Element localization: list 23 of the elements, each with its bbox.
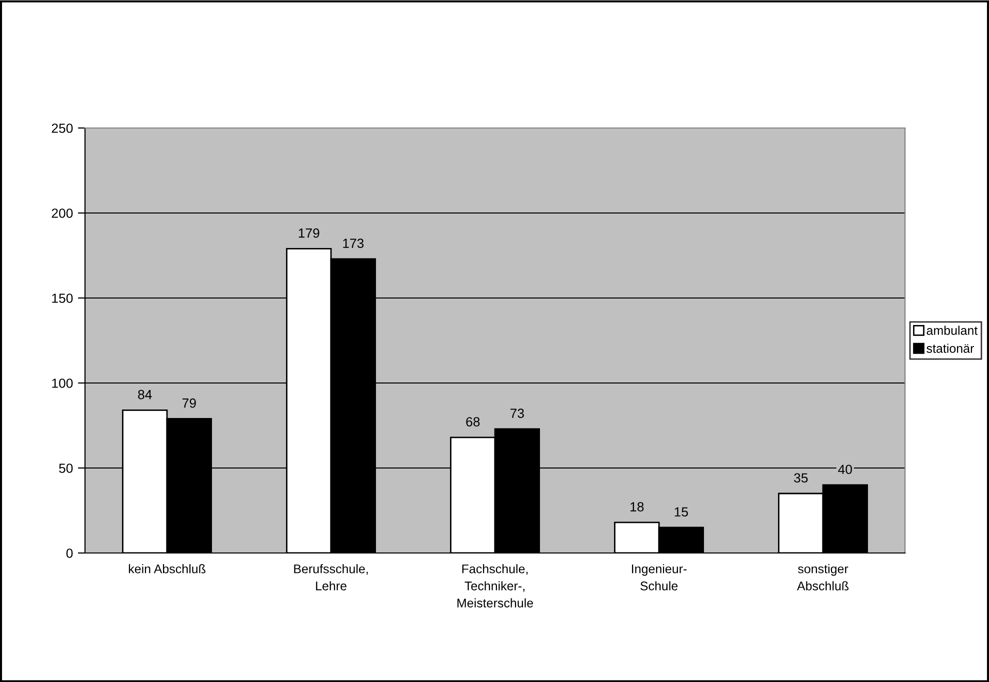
y-tick-label: 50 [59,464,73,473]
data-label: 35 [794,473,808,483]
x-tick-label: sonstiger Abschluß [796,564,849,590]
x-tick-label: kein Abschluß [128,564,206,574]
data-label: 84 [138,390,152,400]
data-label: 173 [343,238,364,248]
y-tick-label: 150 [52,294,73,303]
x-tick-label: Berufsschule, Lehre [294,564,368,590]
legend-label: stationär [926,344,974,353]
data-label: 79 [182,398,196,408]
y-tick-label: 250 [52,124,73,133]
data-label: 73 [510,408,524,418]
legend-label: ambulant [926,326,978,335]
x-tick-label: Ingenieur- Schule [632,564,687,590]
y-tick-label: 100 [52,378,73,388]
x-tick-label: Fachschule, Techniker-, Meisterschule [457,564,534,608]
data-label: 15 [674,507,688,517]
data-label: 40 [838,464,852,474]
data-label: 18 [630,502,644,512]
y-tick-label: 0 [66,548,73,558]
y-tick-label: 200 [52,208,73,218]
data-label: 68 [466,417,480,426]
data-label: 179 [298,228,320,238]
